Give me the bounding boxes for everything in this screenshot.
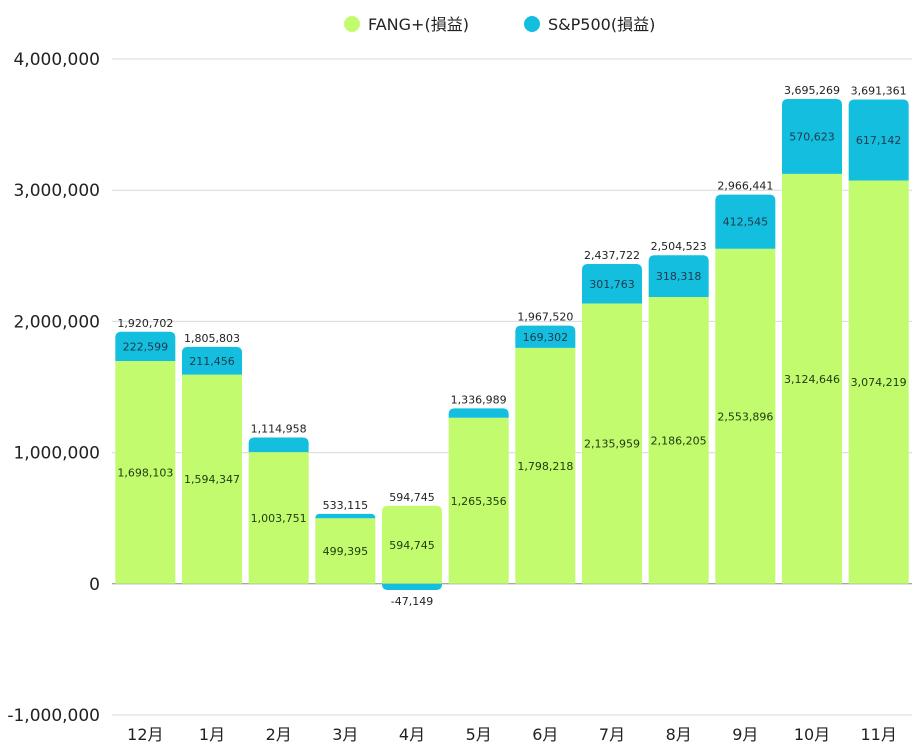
bar-segment-sp500 — [382, 583, 442, 590]
x-tick-label: 12月 — [127, 725, 163, 744]
x-axis: 12月 1月 2月 3月 4月 5月 6月 7月 8月 9月 10月 11月 — [127, 725, 897, 744]
data-label-sp500: 617,142 — [856, 134, 902, 147]
data-label-fang: 499,395 — [323, 545, 369, 558]
bar-segment-fang — [515, 347, 576, 584]
legend-item-fang[interactable]: FANG+(損益) — [344, 15, 469, 34]
y-tick-label: 2,000,000 — [13, 312, 100, 332]
x-tick-label: 5月 — [466, 725, 492, 744]
bar-segment-sp500 — [782, 98, 842, 174]
bar-segment-fang — [448, 417, 509, 584]
data-label-sp500: -47,149 — [391, 595, 433, 608]
bar-segment-fang — [115, 361, 176, 584]
bar-segment-fang — [715, 248, 776, 584]
data-labels: 222,599 1,698,103 1,920,702 211,456 1,594,34… — [117, 84, 906, 608]
data-label-total: 1,967,520 — [517, 311, 573, 324]
x-tick-label: 1月 — [199, 725, 225, 744]
y-tick-label: 3,000,000 — [13, 181, 100, 201]
x-tick-label: 8月 — [666, 725, 692, 744]
bar-segment-sp500 — [448, 408, 509, 418]
data-label-total: 2,966,441 — [717, 180, 773, 193]
x-tick-label: 10月 — [794, 725, 830, 744]
data-label-sp500: 318,318 — [656, 270, 702, 283]
data-label-fang: 2,186,205 — [651, 434, 707, 447]
data-label-fang: 3,124,646 — [784, 373, 840, 386]
data-label-fang: 2,135,959 — [584, 438, 640, 451]
data-label-sp500: 570,623 — [789, 130, 835, 143]
bar-segment-fang — [382, 505, 442, 584]
legend-label-fang: FANG+(損益) — [368, 15, 469, 34]
bars — [115, 98, 909, 590]
bar-segment-fang — [782, 173, 842, 584]
data-label-sp500: 412,545 — [723, 216, 769, 229]
bar-segment-fang — [182, 374, 242, 584]
y-tick-label: 0 — [89, 575, 100, 595]
y-axis: 4,000,000 3,000,000 2,000,000 1,000,000 0 -1,… — [7, 50, 100, 726]
bar-segment-fang — [848, 180, 909, 584]
x-tick-label: 3月 — [332, 725, 358, 744]
data-label-total: 3,695,269 — [784, 84, 840, 97]
legend-marker-sp500 — [524, 16, 540, 32]
data-label-fang: 1,003,751 — [251, 512, 307, 525]
bar-segment-sp500 — [248, 437, 309, 453]
data-label-fang: 3,074,219 — [851, 376, 907, 389]
data-label-sp500: 222,599 — [123, 340, 169, 353]
bar-segment-sp500 — [848, 99, 909, 181]
gridlines — [112, 58, 912, 716]
bar-segment-fang — [582, 303, 642, 584]
data-label-total: 533,115 — [323, 499, 369, 512]
x-tick-label: 11月 — [860, 725, 896, 744]
legend-item-sp500[interactable]: S&P500(損益) — [524, 15, 655, 34]
legend-label-sp500: S&P500(損益) — [548, 15, 655, 34]
x-tick-label: 7月 — [599, 725, 625, 744]
x-tick-label: 2月 — [266, 725, 292, 744]
bar-segment-sp500 — [515, 325, 576, 348]
data-label-fang: 1,698,103 — [117, 466, 173, 479]
data-label-total: 2,437,722 — [584, 249, 640, 262]
data-label-fang: 1,594,347 — [184, 473, 240, 486]
bar-segment-sp500 — [582, 263, 642, 304]
bar-segment-fang — [248, 452, 309, 584]
y-tick-label: 4,000,000 — [13, 50, 100, 70]
bar-segment-sp500 — [115, 331, 176, 362]
x-tick-label: 6月 — [532, 725, 558, 744]
data-label-total: 594,745 — [389, 491, 435, 504]
legend-marker-fang — [344, 16, 360, 32]
data-label-sp500: 301,763 — [589, 278, 635, 291]
data-label-total: 1,336,989 — [451, 393, 507, 406]
data-label-total: 1,920,702 — [117, 317, 173, 330]
data-label-fang: 594,745 — [389, 539, 435, 552]
bar-segment-sp500 — [182, 346, 242, 375]
data-label-total: 1,114,958 — [251, 423, 307, 436]
data-label-total: 1,805,803 — [184, 332, 240, 345]
data-label-sp500: 211,456 — [189, 355, 235, 368]
data-label-fang: 1,798,218 — [517, 460, 573, 473]
bar-segment-sp500 — [715, 194, 776, 249]
x-tick-label: 9月 — [732, 725, 758, 744]
data-label-total: 3,691,361 — [851, 84, 907, 97]
bar-segment-sp500 — [315, 513, 376, 519]
y-tick-label: -1,000,000 — [7, 706, 100, 726]
bar-segment-sp500 — [648, 255, 709, 297]
x-tick-label: 4月 — [399, 725, 425, 744]
data-label-total: 2,504,523 — [651, 240, 707, 253]
legend: FANG+(損益) S&P500(損益) — [344, 15, 655, 34]
data-label-fang: 2,553,896 — [717, 410, 773, 423]
data-label-fang: 1,265,356 — [451, 495, 507, 508]
y-tick-label: 1,000,000 — [13, 444, 100, 464]
bar-segment-fang — [648, 296, 709, 584]
bar-segment-fang — [315, 518, 376, 584]
data-label-sp500: 169,302 — [523, 331, 569, 344]
